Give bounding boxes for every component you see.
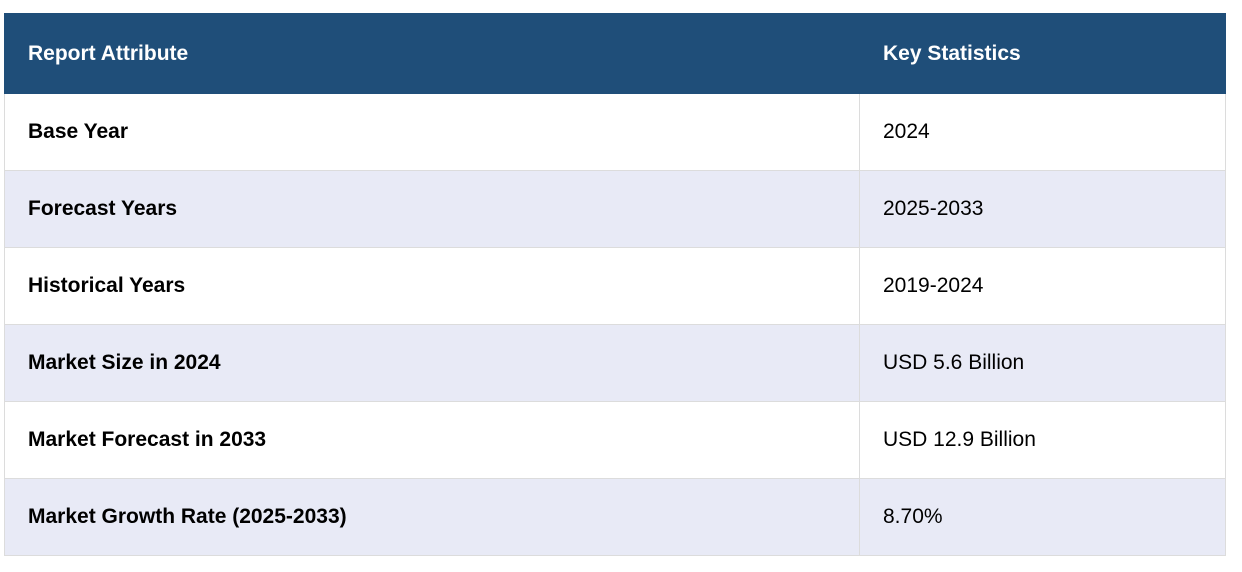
table-body: Base Year 2024 Forecast Years 2025-2033 Hist… (4, 93, 1226, 556)
table-row: Forecast Years 2025-2033 (4, 170, 1226, 248)
attribute-cell: Market Size in 2024 (4, 324, 860, 402)
table-row: Base Year 2024 (4, 93, 1226, 171)
report-table: Report Attribute Key Statistics Base Year… (4, 13, 1226, 556)
table-row: Market Size in 2024 USD 5.6 Billion (4, 324, 1226, 402)
header-cell: Report Attribute (4, 13, 860, 94)
table-row: Market Growth Rate (2025-2033) 8.70% (4, 478, 1226, 556)
value-cell: 2019-2024 (859, 247, 1226, 325)
table-row: Market Forecast in 2033 USD 12.9 Billion (4, 401, 1226, 479)
attribute-cell: Forecast Years (4, 170, 860, 248)
value-cell: 8.70% (859, 478, 1226, 556)
value-cell: 2025-2033 (859, 170, 1226, 248)
value-cell: 2024 (859, 93, 1226, 171)
header-row: Report Attribute Key Statistics (4, 13, 1226, 94)
table-row: Historical Years 2019-2024 (4, 247, 1226, 325)
header-cell: Key Statistics (859, 13, 1226, 94)
attribute-cell: Historical Years (4, 247, 860, 325)
value-cell: USD 5.6 Billion (859, 324, 1226, 402)
attribute-cell: Base Year (4, 93, 860, 171)
attribute-cell: Market Growth Rate (2025-2033) (4, 478, 860, 556)
value-cell: USD 12.9 Billion (859, 401, 1226, 479)
attribute-cell: Market Forecast in 2033 (4, 401, 860, 479)
